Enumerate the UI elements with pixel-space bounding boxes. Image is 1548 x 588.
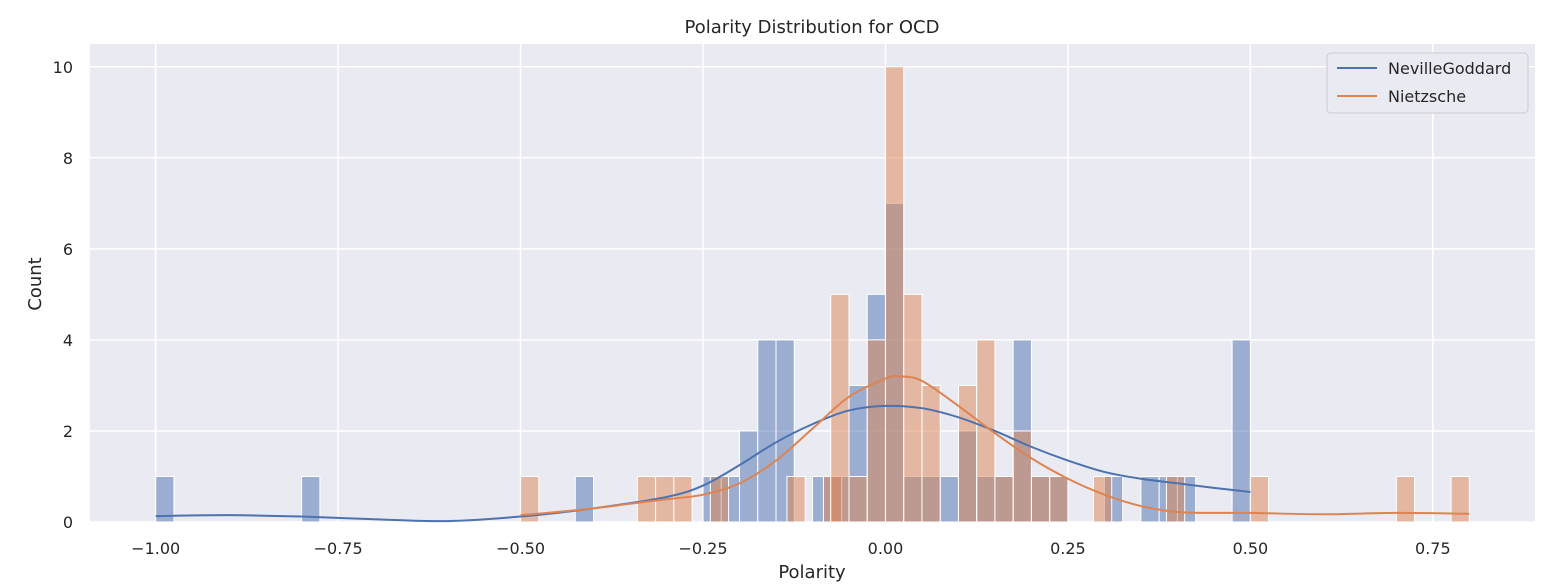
y-tick-label: 2 xyxy=(63,422,73,441)
x-tick-label: 0.75 xyxy=(1415,539,1451,558)
bar-nietzsche xyxy=(1092,475,1113,523)
bar-nietzsche xyxy=(1450,475,1470,523)
y-tick-label: 0 xyxy=(63,513,73,532)
y-tick-label: 8 xyxy=(63,149,73,168)
bar-nevillegoddard xyxy=(301,475,321,523)
x-tick-label: 0.00 xyxy=(868,539,904,558)
bar-nietzsche xyxy=(830,293,850,523)
bar-nevillegoddard xyxy=(1140,475,1160,523)
x-tick-label: −1.00 xyxy=(131,539,180,558)
bar-nevillegoddard xyxy=(739,430,759,523)
bar-nietzsche xyxy=(1395,475,1416,523)
bar-nietzsche xyxy=(957,384,978,523)
kde-curves xyxy=(155,374,1470,523)
x-tick-label: −0.75 xyxy=(314,539,363,558)
histogram-bars xyxy=(155,66,1470,523)
legend-label-nevillegoddard: NevilleGoddard xyxy=(1388,59,1511,78)
x-tick-label: −0.25 xyxy=(679,539,728,558)
bar-nevillegoddard xyxy=(757,339,777,523)
legend-box xyxy=(1326,52,1529,114)
x-tick-label: 0.25 xyxy=(1050,539,1086,558)
bar-nietzsche xyxy=(1012,430,1032,523)
y-axis-ticks: 0 2 4 6 8 10 xyxy=(53,58,73,532)
bar-nietzsche xyxy=(786,475,806,523)
y-tick-label: 6 xyxy=(63,240,73,259)
bar-nietzsche xyxy=(1030,475,1051,523)
bar-nietzsche xyxy=(884,66,905,523)
bar-nietzsche xyxy=(866,339,886,523)
plot-area xyxy=(90,44,1535,522)
x-axis-label: Polarity xyxy=(778,562,846,583)
bar-nietzsche xyxy=(520,475,540,523)
x-tick-label: 0.50 xyxy=(1233,539,1269,558)
y-tick-label: 4 xyxy=(63,331,73,350)
legend-label-nietzsche: Nietzsche xyxy=(1388,87,1466,106)
bar-nevillegoddard xyxy=(574,475,595,523)
bar-nietzsche xyxy=(848,475,868,523)
y-tick-label: 10 xyxy=(53,58,73,77)
bar-nietzsche xyxy=(1249,475,1270,523)
bar-nevillegoddard xyxy=(939,475,959,523)
bar-nietzsche xyxy=(921,384,941,523)
x-tick-label: −0.50 xyxy=(496,539,545,558)
bar-nietzsche xyxy=(1049,475,1069,523)
kde-line-nietzsche xyxy=(520,374,1470,517)
bar-nietzsche xyxy=(709,475,730,523)
bar-nietzsche xyxy=(994,475,1014,523)
grid-lines xyxy=(90,44,1535,523)
chart-title: Polarity Distribution for OCD xyxy=(685,17,940,38)
y-axis-label: Count xyxy=(25,257,46,310)
bar-nevillegoddard xyxy=(155,475,175,523)
bar-nevillegoddard xyxy=(1231,339,1251,523)
kde-line-nevillegoddard xyxy=(155,404,1251,523)
x-axis-ticks: −1.00 −0.75 −0.50 −0.25 0.00 0.25 0.50 0.75 xyxy=(131,539,1450,558)
bar-nietzsche xyxy=(673,475,693,523)
legend: NevilleGoddard Nietzsche xyxy=(1326,52,1529,114)
